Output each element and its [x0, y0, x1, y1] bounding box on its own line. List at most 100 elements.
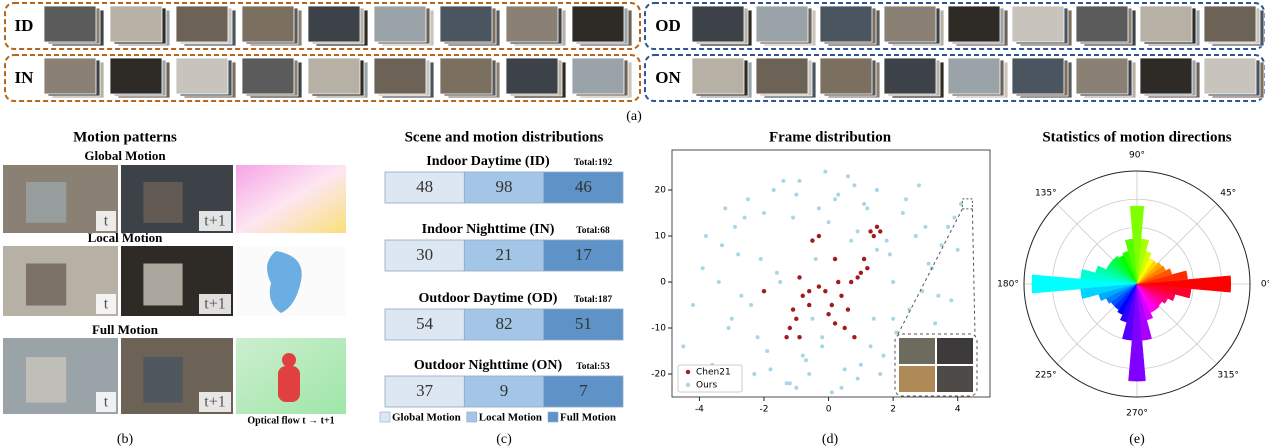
scatter-point — [823, 170, 827, 174]
scatter-point — [746, 197, 750, 201]
angle-label: 225° — [1035, 371, 1057, 381]
scatter-point — [833, 321, 837, 325]
scatter-point — [846, 307, 850, 311]
thumbnail — [440, 6, 492, 42]
scatter-point — [933, 321, 937, 325]
scatter-point — [856, 229, 860, 233]
group-title: Outdoor Daytime (OD) — [419, 291, 558, 306]
frame-image-detail — [26, 182, 66, 223]
thumbnail — [692, 6, 744, 42]
legend-label: Chen21 — [696, 368, 731, 378]
scatter-point — [817, 284, 821, 288]
frame-image-detail — [143, 357, 182, 403]
value-label: 7 — [579, 381, 588, 400]
y-tick-label: -20 — [651, 370, 666, 380]
scene-label: OD — [655, 16, 681, 35]
scatter-point — [946, 225, 950, 229]
x-tick-label: -2 — [760, 405, 769, 415]
scatter-point — [878, 372, 882, 376]
thumbnail — [1012, 58, 1064, 94]
frame-image-detail — [26, 357, 66, 403]
scatter-point — [794, 193, 798, 197]
group-title: Indoor Daytime (ID) — [426, 154, 550, 169]
scatter-point — [726, 326, 730, 330]
scatter-point — [739, 294, 743, 298]
thumbnail — [176, 6, 228, 42]
y-tick-label: -10 — [651, 324, 666, 334]
scatter-point — [794, 317, 798, 321]
legend-label: Global Motion — [392, 412, 461, 424]
thumbnail — [440, 58, 492, 94]
scatter-point — [775, 271, 779, 275]
scatter-point — [852, 183, 856, 187]
scatter-point — [904, 197, 908, 201]
scatter-point — [830, 303, 834, 307]
thumbnail — [884, 58, 936, 94]
x-tick-label: -4 — [695, 405, 704, 415]
scatter-point — [781, 179, 785, 183]
thumbnail — [572, 58, 624, 94]
scatter-point — [862, 257, 866, 261]
scatter-point — [791, 216, 795, 220]
frame-label: t — [104, 394, 109, 411]
scene-label: ID — [15, 16, 34, 35]
scatter-point — [830, 390, 834, 394]
scatter-point — [839, 386, 843, 390]
scatter-point — [875, 248, 879, 252]
panel-title: Statistics of motion directions — [1042, 129, 1231, 145]
thumbnail — [110, 58, 162, 94]
scatter-point — [752, 372, 756, 376]
legend-label: Full Motion — [560, 412, 616, 424]
frame-label: t+1 — [204, 213, 225, 230]
scatter-point — [891, 280, 895, 284]
scatter-point — [691, 303, 695, 307]
scatter-point — [768, 367, 772, 371]
scatter-point — [833, 197, 837, 201]
thumbnail — [374, 6, 426, 42]
scatter-point — [701, 266, 705, 270]
scatter-point — [869, 344, 873, 348]
y-tick-label: 0 — [660, 278, 666, 288]
y-tick-label: 20 — [655, 186, 667, 196]
value-label: 17 — [575, 245, 593, 264]
scatter-point — [817, 234, 821, 238]
caption: (c) — [496, 432, 512, 447]
thumbnail — [44, 6, 96, 42]
angle-label: 90° — [1129, 151, 1145, 161]
scatter-point — [807, 372, 811, 376]
scatter-point — [836, 193, 840, 197]
scatter-point — [820, 335, 824, 339]
value-label: 37 — [416, 381, 434, 400]
scatter-point — [791, 307, 795, 311]
scene-label: IN — [15, 68, 35, 87]
frame-label: t — [104, 296, 109, 313]
row-title: Local Motion — [88, 230, 164, 245]
scatter-point — [823, 289, 827, 293]
scatter-point — [849, 239, 853, 243]
thumbnail — [1140, 58, 1192, 94]
thumbnail — [948, 58, 1000, 94]
panel-title: Frame distribution — [769, 129, 892, 145]
angle-label: 270° — [1126, 409, 1148, 419]
scatter-point — [859, 363, 863, 367]
thumbnail — [1076, 6, 1128, 42]
thumbnail — [44, 58, 96, 94]
scene-label: ON — [655, 68, 681, 87]
value-label: 82 — [496, 314, 513, 333]
thumbnail — [820, 58, 872, 94]
scatter-point — [865, 206, 869, 210]
x-tick-label: 4 — [955, 405, 961, 415]
scatter-point — [797, 335, 801, 339]
scatter-point — [956, 248, 960, 252]
scatter-point — [833, 257, 837, 261]
caption: (d) — [822, 432, 839, 447]
scatter-point — [849, 280, 853, 284]
frame-image-detail — [26, 264, 66, 306]
scatter-point — [872, 317, 876, 321]
thumbnail — [176, 58, 228, 94]
scatter-point — [733, 225, 737, 229]
thumbnail — [1204, 58, 1256, 94]
group-title: Indoor Nighttime (IN) — [422, 222, 555, 237]
scatter-point — [820, 344, 824, 348]
scatter-point — [788, 326, 792, 330]
